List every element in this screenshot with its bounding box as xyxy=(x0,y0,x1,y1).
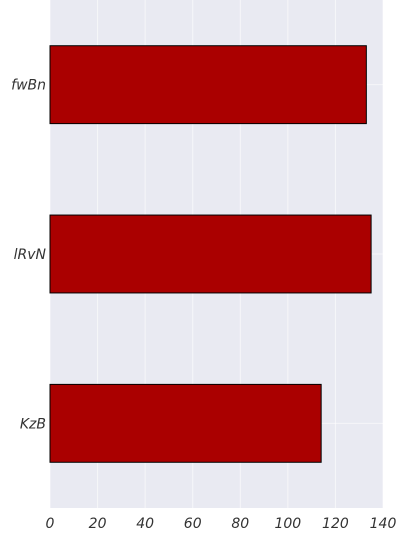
x-tick-label-2: 40 xyxy=(136,516,154,532)
y-tick-label-2: KzB xyxy=(20,416,46,432)
x-tick-label-4: 80 xyxy=(231,516,249,532)
x-tick-label-0: 0 xyxy=(46,516,55,532)
bar-fwBn xyxy=(49,45,367,125)
bar-KzB xyxy=(49,383,322,463)
y-axis: fwBn lRvN KzB xyxy=(11,78,46,433)
x-tick-label-1: 20 xyxy=(89,516,107,532)
x-tick-label-3: 60 xyxy=(184,516,202,532)
x-axis: 0 20 40 60 80 100 120 140 xyxy=(46,516,397,532)
y-tick-label-0: fwBn xyxy=(11,78,46,94)
x-tick-label-7: 140 xyxy=(370,516,397,532)
y-tick-label-1: lRvN xyxy=(14,247,47,263)
x-tick-label-5: 100 xyxy=(274,516,301,532)
bars xyxy=(49,45,372,463)
x-tick-label-6: 120 xyxy=(322,516,349,532)
bar-lRvN xyxy=(49,214,372,294)
